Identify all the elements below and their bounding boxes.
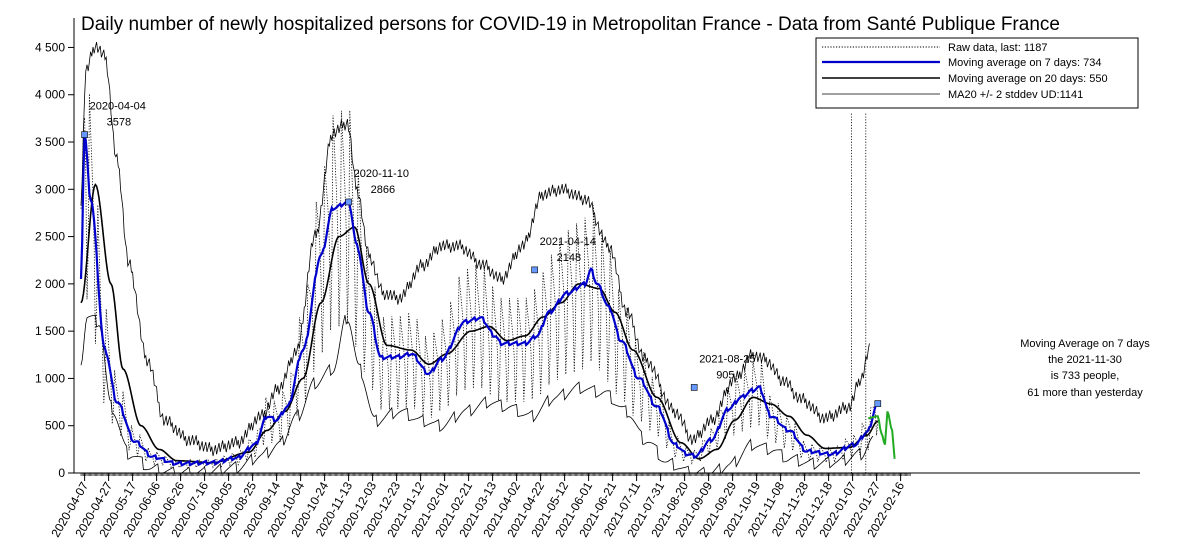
legend-box xyxy=(815,37,1139,109)
peak-value-label: 2866 xyxy=(371,184,395,196)
peak-value-label: 905 xyxy=(716,369,734,381)
peak-annotations: 2020-04-04 3578 2020-11-10 2866 2021-04-14 21… xyxy=(81,101,882,407)
peak-date-label: 2020-04-04 xyxy=(90,101,146,113)
x-axis: 2020-04-072020-04-272020-05-172020-06-06… xyxy=(48,472,1140,540)
peak-marker xyxy=(531,266,538,274)
peak-value-label: 3578 xyxy=(107,117,131,129)
y-axis: 0 500 1 000 1 500 2 000 2 500 3 000 3 500 4 000 4… xyxy=(35,18,75,480)
vertical-markers xyxy=(851,113,867,473)
note-line-1: Moving Average on 7 days xyxy=(1020,338,1150,350)
legend-label-ma7: Moving average on 7 days: 734 xyxy=(948,57,1102,69)
peak-date-label: 2020-11-10 xyxy=(354,168,409,180)
y-tick-label: 0 xyxy=(58,466,65,480)
peak-value-label: 2148 xyxy=(557,252,581,264)
legend-label-raw: Raw data, last: 1187 xyxy=(948,42,1047,54)
peak-date-label: 2021-08-25 xyxy=(699,353,755,365)
note-line-4: 61 more than yesterday xyxy=(1027,387,1143,399)
note-line-2: the 2021-11-30 xyxy=(1048,354,1122,366)
peak-marker xyxy=(345,198,352,206)
y-tick-label: 1 000 xyxy=(35,371,65,385)
y-tick-label: 500 xyxy=(45,419,65,433)
y-tick-label: 1 500 xyxy=(35,324,65,338)
y-tick-label: 3 500 xyxy=(35,135,65,149)
y-tick-label: 4 000 xyxy=(35,88,65,102)
ma20-line xyxy=(80,183,879,464)
y-tick-label: 3 000 xyxy=(35,182,65,196)
legend: Raw data, last: 1187 Moving average on 7… xyxy=(815,37,1139,109)
band-lower-line xyxy=(80,314,874,474)
last-point-marker xyxy=(874,400,882,407)
raw-data-line xyxy=(80,93,879,469)
y-tick-label: 2 500 xyxy=(35,230,65,244)
projection-line xyxy=(868,411,896,459)
peak-marker xyxy=(81,131,88,138)
note-line-3: is 733 people, xyxy=(1051,370,1120,382)
peak-marker xyxy=(690,384,698,391)
legend-label-ma20: Moving average on 20 days: 550 xyxy=(948,73,1108,85)
y-tick-label: 2 000 xyxy=(35,277,65,291)
plot-area: 2020-04-04 3578 2020-11-10 2866 2021-04-14 21… xyxy=(79,42,896,474)
legend-label-band: MA20 +/- 2 stddev UD:1141 xyxy=(948,89,1083,101)
band-upper-line xyxy=(80,42,870,457)
moving-average-note: Moving Average on 7 days the 2021-11-30 … xyxy=(1020,338,1150,399)
y-tick-label: 4 500 xyxy=(35,40,65,54)
chart-title: Daily number of newly hospitalized perso… xyxy=(81,14,1060,35)
ma7-line xyxy=(79,134,879,467)
peak-date-label: 2021-04-14 xyxy=(540,236,596,248)
